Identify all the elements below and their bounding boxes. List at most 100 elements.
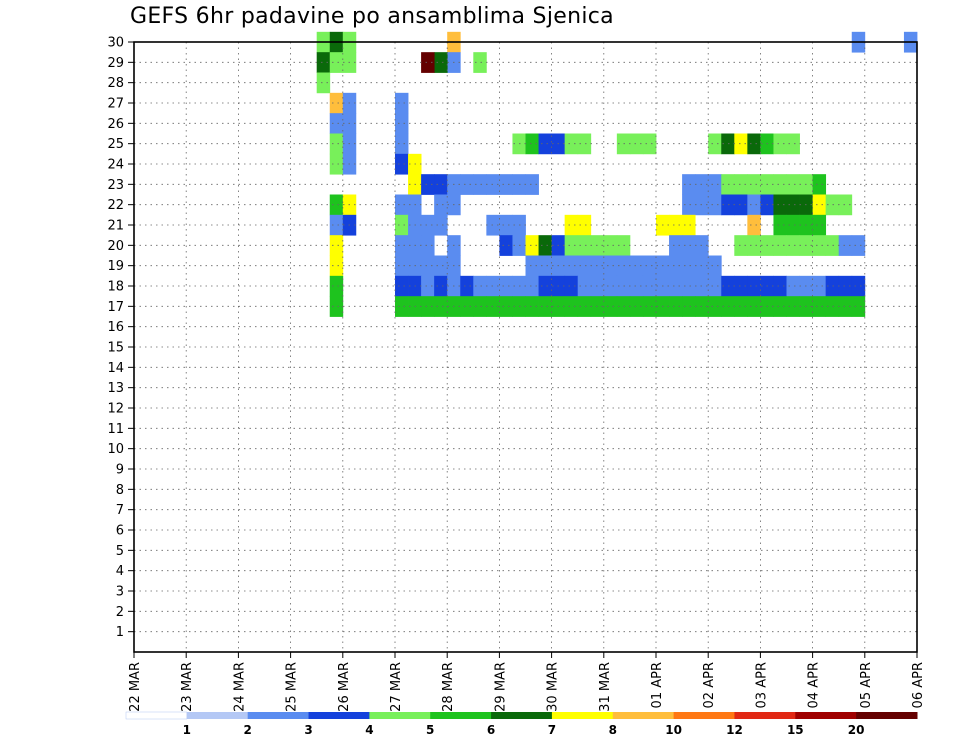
y-tick-label: 2 — [116, 605, 124, 620]
heatmap-cell — [825, 275, 840, 297]
y-tick-label: 7 — [116, 503, 124, 518]
heatmap-cell — [538, 235, 552, 256]
heatmap-cell — [486, 214, 500, 236]
legend-label: 3 — [304, 723, 312, 737]
heatmap-cell — [708, 275, 722, 297]
heatmap-cell — [538, 296, 552, 317]
heatmap-cell — [460, 275, 474, 297]
heatmap-cell — [329, 275, 344, 297]
heatmap-cell — [747, 296, 761, 317]
legend-label: 6 — [487, 723, 495, 737]
y-tick-label: 18 — [107, 280, 124, 295]
heatmap-cell — [629, 296, 644, 317]
heatmap-cell — [669, 255, 683, 277]
heatmap-cell — [486, 275, 500, 297]
heatmap-cell — [682, 194, 696, 216]
heatmap-cell — [734, 174, 748, 195]
heatmap-cell — [525, 275, 539, 297]
heatmap-cell — [525, 133, 539, 155]
legend-swatch — [125, 711, 188, 720]
heatmap-cell — [708, 296, 722, 317]
heatmap-cell — [642, 296, 657, 317]
heatmap-cell — [747, 194, 761, 216]
heatmap-cell — [473, 52, 487, 73]
heatmap-cell — [629, 255, 644, 277]
heatmap-cell — [577, 255, 592, 277]
heatmap-cell — [786, 275, 800, 297]
heatmap-cell — [747, 133, 761, 155]
heatmap-cell — [473, 275, 487, 297]
heatmap-cell — [603, 235, 618, 256]
heatmap-cell — [682, 235, 696, 256]
heatmap-cell — [564, 255, 579, 277]
y-tick-label: 6 — [116, 524, 124, 539]
heatmap-cell — [329, 214, 344, 236]
heatmap-cell — [538, 255, 552, 277]
heatmap-cell — [603, 275, 618, 297]
x-tick-label: 02 APR — [702, 662, 717, 708]
legend-swatch — [551, 712, 614, 719]
heatmap-cell — [629, 275, 644, 297]
heatmap-cell — [421, 52, 435, 73]
heatmap-cell — [486, 174, 500, 195]
heatmap-cell — [786, 296, 800, 317]
y-tick-label: 13 — [107, 381, 124, 396]
heatmap-cell — [564, 275, 579, 297]
x-tick-label: 30 MAR — [546, 662, 561, 712]
y-tick-label: 5 — [116, 544, 124, 559]
y-tick-label: 28 — [107, 76, 124, 91]
heatmap-cell — [642, 275, 657, 297]
heatmap-cell — [421, 296, 435, 317]
heatmap-cell — [708, 174, 722, 195]
y-tick-label: 14 — [107, 361, 124, 376]
y-tick-label: 26 — [107, 117, 124, 132]
heatmap-cell — [812, 235, 827, 256]
heatmap-cell — [499, 235, 513, 256]
heatmap-cell — [434, 214, 448, 236]
x-tick-label: 24 MAR — [232, 662, 247, 712]
heatmap-cell — [721, 194, 735, 216]
heatmap-cells — [316, 31, 918, 317]
heatmap-cell — [564, 235, 579, 256]
heatmap-cell — [786, 194, 800, 216]
heatmap-cell — [682, 214, 696, 236]
y-tick-label: 11 — [107, 422, 124, 437]
heatmap-cell — [316, 52, 331, 73]
heatmap-cell — [564, 214, 579, 236]
heatmap-cell — [825, 296, 840, 317]
y-tick-label: 23 — [107, 178, 124, 193]
heatmap-cell — [734, 235, 748, 256]
heatmap-cell — [721, 174, 735, 195]
heatmap-cell — [773, 133, 787, 155]
heatmap-cell — [773, 214, 787, 236]
heatmap-cell — [669, 235, 683, 256]
x-tick-label: 05 APR — [859, 662, 874, 708]
heatmap-cell — [734, 275, 748, 297]
heatmap-cell — [708, 255, 722, 277]
y-tick-label: 27 — [107, 97, 124, 112]
x-tick-label: 22 MAR — [128, 662, 143, 712]
heatmap-cell — [682, 275, 696, 297]
heatmap-cell — [838, 194, 853, 216]
heatmap-cell — [421, 214, 435, 236]
heatmap-cell — [499, 214, 513, 236]
heatmap-cell — [525, 235, 539, 256]
legend-label: 4 — [365, 723, 373, 737]
heatmap-cell — [851, 275, 866, 297]
x-tick-label: 31 MAR — [598, 662, 613, 712]
heatmap-cell — [525, 296, 539, 317]
heatmap-cell — [577, 214, 592, 236]
y-tick-label: 10 — [107, 442, 124, 457]
x-tick-label: 06 APR — [911, 662, 926, 708]
heatmap-cell — [838, 296, 853, 317]
legend-label: 20 — [848, 723, 865, 737]
heatmap-cell — [629, 133, 644, 155]
legend-swatch — [308, 712, 370, 719]
heatmap-cell — [329, 113, 344, 134]
heatmap-cell — [395, 255, 409, 277]
y-tick-label: 25 — [107, 137, 124, 152]
heatmap-cell — [786, 235, 800, 256]
x-tick-label: 29 MAR — [493, 662, 508, 712]
x-tick-label: 23 MAR — [180, 662, 195, 712]
